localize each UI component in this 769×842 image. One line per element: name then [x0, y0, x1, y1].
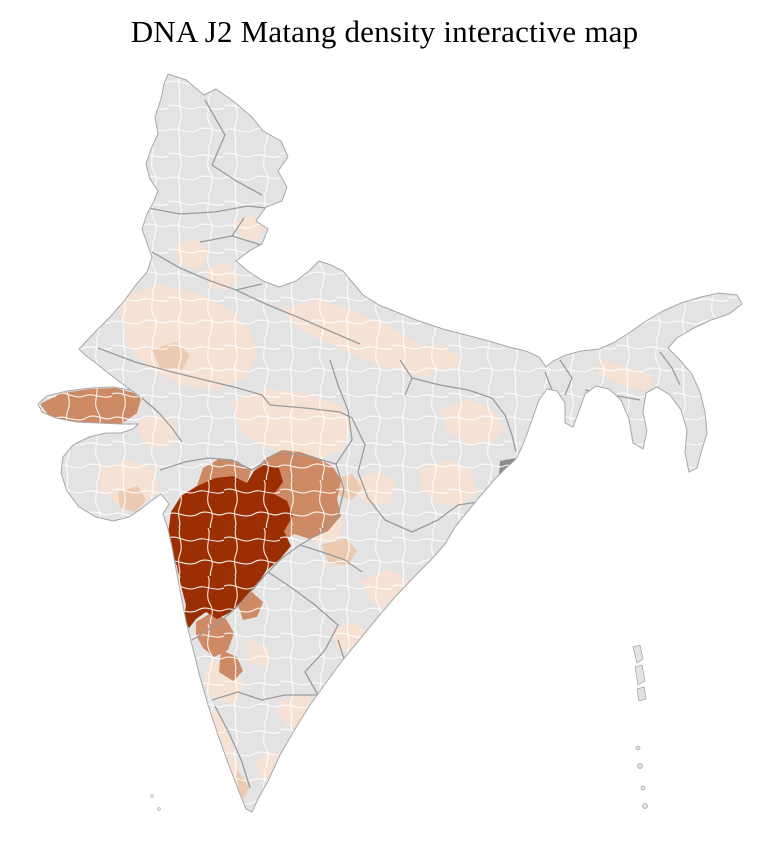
andaman-nicobar-islands[interactable] [632, 644, 648, 809]
lakshadweep-islands[interactable] [150, 794, 161, 811]
region-tamil-nadu-3[interactable] [297, 744, 317, 767]
region-rann-missing[interactable] [40, 417, 55, 429]
map-title: DNA J2 Matang density interactive map [130, 14, 639, 49]
